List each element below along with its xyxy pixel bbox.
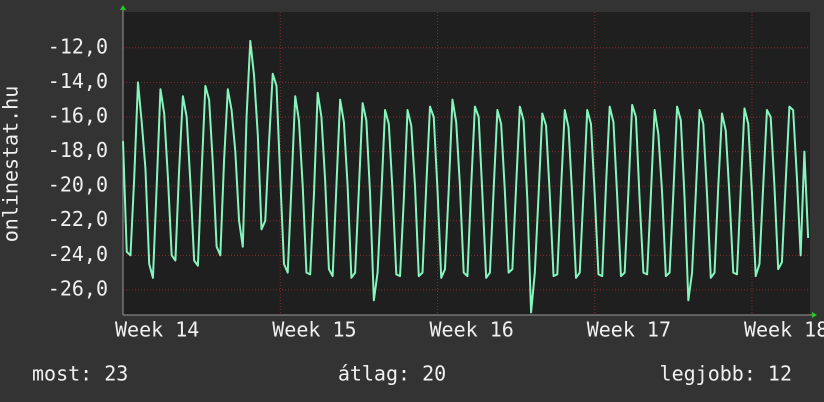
y-tick-label: -24,0	[48, 242, 108, 266]
y-axis-arrow	[120, 5, 126, 10]
y-tick-label: -22,0	[48, 207, 108, 231]
x-tick-label: Week 15	[272, 318, 356, 342]
y-tick-label: -20,0	[48, 173, 108, 197]
y-tick-label: -14,0	[48, 69, 108, 93]
plot-area	[123, 12, 810, 315]
y-tick-label: -26,0	[48, 276, 108, 300]
y-tick-label: -16,0	[48, 103, 108, 127]
x-tick-label: Week 18	[744, 318, 824, 342]
data-line	[122, 39, 810, 314]
x-axis-arrow	[812, 312, 817, 318]
summary-current: most: 23	[32, 362, 128, 386]
x-tick-label: Week 14	[115, 318, 199, 342]
summary-average: átlag: 20	[338, 362, 446, 386]
y-tick-label: -18,0	[48, 138, 108, 162]
x-tick-label: Week 16	[429, 318, 513, 342]
y-tick-label: -12,0	[48, 34, 108, 58]
summary-best: legjobb: 12	[660, 362, 792, 386]
x-tick-label: Week 17	[587, 318, 671, 342]
y-axis-label: onlinestat.hu	[0, 86, 23, 243]
